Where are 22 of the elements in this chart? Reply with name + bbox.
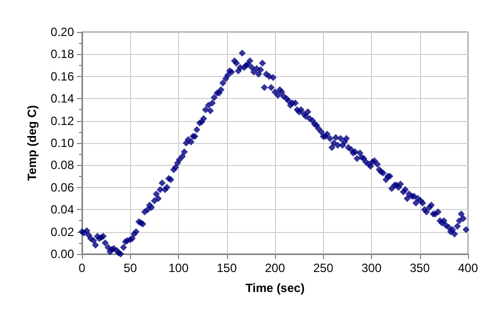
x-axis-title: Time (sec) [245,281,305,295]
y-tick-label: 0.00 [50,247,74,261]
x-tick-label: 350 [410,261,430,275]
x-tick-label: 250 [313,261,334,275]
y-tick-label: 0.06 [50,180,74,194]
y-tick-label: 0.20 [50,25,74,39]
y-tick-label: 0.18 [50,47,74,62]
y-tick-label: 0.08 [50,158,74,172]
y-tick-label: 0.04 [50,202,74,217]
x-tick-label: 0 [78,261,86,275]
y-tick-label: 0.14 [50,92,74,106]
x-tick-label: 400 [458,261,478,275]
y-axis-title: Temp (deg C) [25,105,39,181]
x-tick-label: 50 [124,261,138,275]
y-tick-label: 0.10 [50,136,74,150]
x-tick-label: 150 [216,261,238,275]
y-tick-label: 0.02 [50,224,74,239]
y-tick-label: 0.12 [50,114,74,128]
x-tick-label: 200 [264,261,286,275]
x-tick-label: 300 [361,261,382,275]
y-tick-label: 0.16 [50,69,74,84]
x-tick-label: 100 [168,261,189,275]
